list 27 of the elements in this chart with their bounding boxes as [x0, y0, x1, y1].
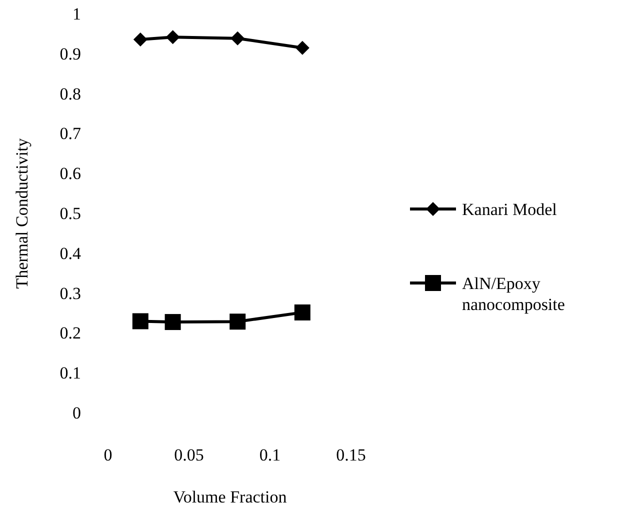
legend-label: Kanari Model: [462, 200, 558, 218]
y-tick-label: 1: [72, 4, 81, 24]
y-tick-label: 0.1: [60, 364, 81, 383]
point: [133, 32, 148, 47]
y-tick-label: 0.7: [60, 124, 82, 144]
point: [294, 304, 310, 320]
point: [132, 313, 148, 330]
x-axis-title: Volume Fraction: [173, 488, 288, 506]
legend-label: AlN/Epoxy nanocomposite: [462, 274, 565, 314]
y-tick-label: 0.5: [60, 204, 81, 223]
y-tick-label: 0.4: [60, 244, 82, 263]
y-tick-label: 0.3: [60, 284, 81, 303]
point: [230, 31, 245, 46]
point: [166, 30, 180, 44]
y-tick-label: 0.9: [60, 44, 81, 64]
y-tick-label: 0: [72, 404, 81, 422]
x-tick-label: 0: [104, 446, 112, 464]
point: [230, 314, 246, 330]
y-axis-title: Thermal Conductivity: [12, 138, 32, 289]
x-tick-label: 0.05: [174, 446, 204, 464]
point: [164, 314, 181, 330]
x-tick-label: 0.15: [336, 446, 366, 464]
y-tick-label: 0.8: [60, 84, 81, 104]
y-tick-label: 0.6: [60, 164, 81, 184]
point: [295, 40, 310, 55]
y-tick-label: 0.2: [60, 324, 81, 343]
x-tick-label: 0.1: [259, 446, 281, 464]
